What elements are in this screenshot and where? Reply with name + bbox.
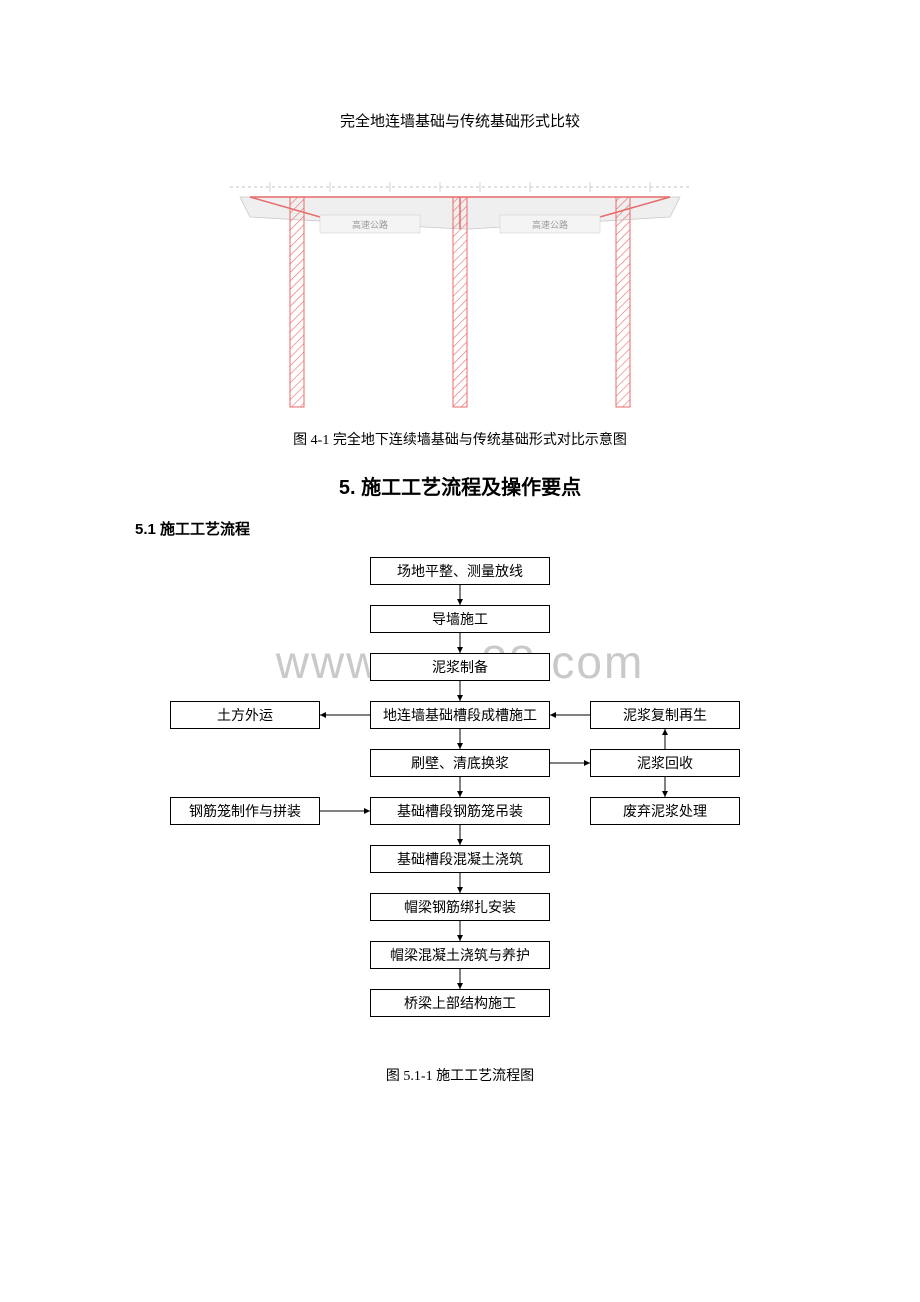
flow-node-n8: 帽梁钢筋绑扎安装 [370,893,550,921]
flowchart-5-1: 场地平整、测量放线导墙施工泥浆制备地连墙基础槽段成槽施工刷壁、清底换浆基础槽段钢… [140,557,780,1047]
flow-node-n7: 基础槽段混凝土浇筑 [370,845,550,873]
flow-node-n9: 帽梁混凝土浇筑与养护 [370,941,550,969]
flow-node-sL2: 钢筋笼制作与拼装 [170,797,320,825]
flow-node-sR3: 废弃泥浆处理 [590,797,740,825]
figure-1-caption: 图 4-1 完全地下连续墙基础与传统基础形式对比示意图 [135,429,785,449]
flow-node-sR1: 泥浆复制再生 [590,701,740,729]
flow-node-n4: 地连墙基础槽段成槽施工 [370,701,550,729]
flow-node-n6: 基础槽段钢筋笼吊装 [370,797,550,825]
flow-node-n10: 桥梁上部结构施工 [370,989,550,1017]
figure-1-title: 完全地连墙基础与传统基础形式比较 [230,110,690,131]
flow-node-sL1: 土方外运 [170,701,320,729]
flow-node-n3: 泥浆制备 [370,653,550,681]
flow-node-n1: 场地平整、测量放线 [370,557,550,585]
road-label-left: 高速公路 [352,219,388,230]
section-5-title: 5. 施工工艺流程及操作要点 [135,471,785,500]
figure-1-diagram: 高速公路 高速公路 [230,137,690,417]
flow-node-sR2: 泥浆回收 [590,749,740,777]
road-label-right: 高速公路 [532,219,568,230]
figure-5-1-caption: 图 5.1-1 施工工艺流程图 [135,1065,785,1085]
flow-node-n2: 导墙施工 [370,605,550,633]
figure-1: 完全地连墙基础与传统基础形式比较 高速公路 高速公路 [230,110,690,417]
subsection-5-1-title: 5.1 施工工艺流程 [135,518,785,539]
flow-node-n5: 刷壁、清底换浆 [370,749,550,777]
